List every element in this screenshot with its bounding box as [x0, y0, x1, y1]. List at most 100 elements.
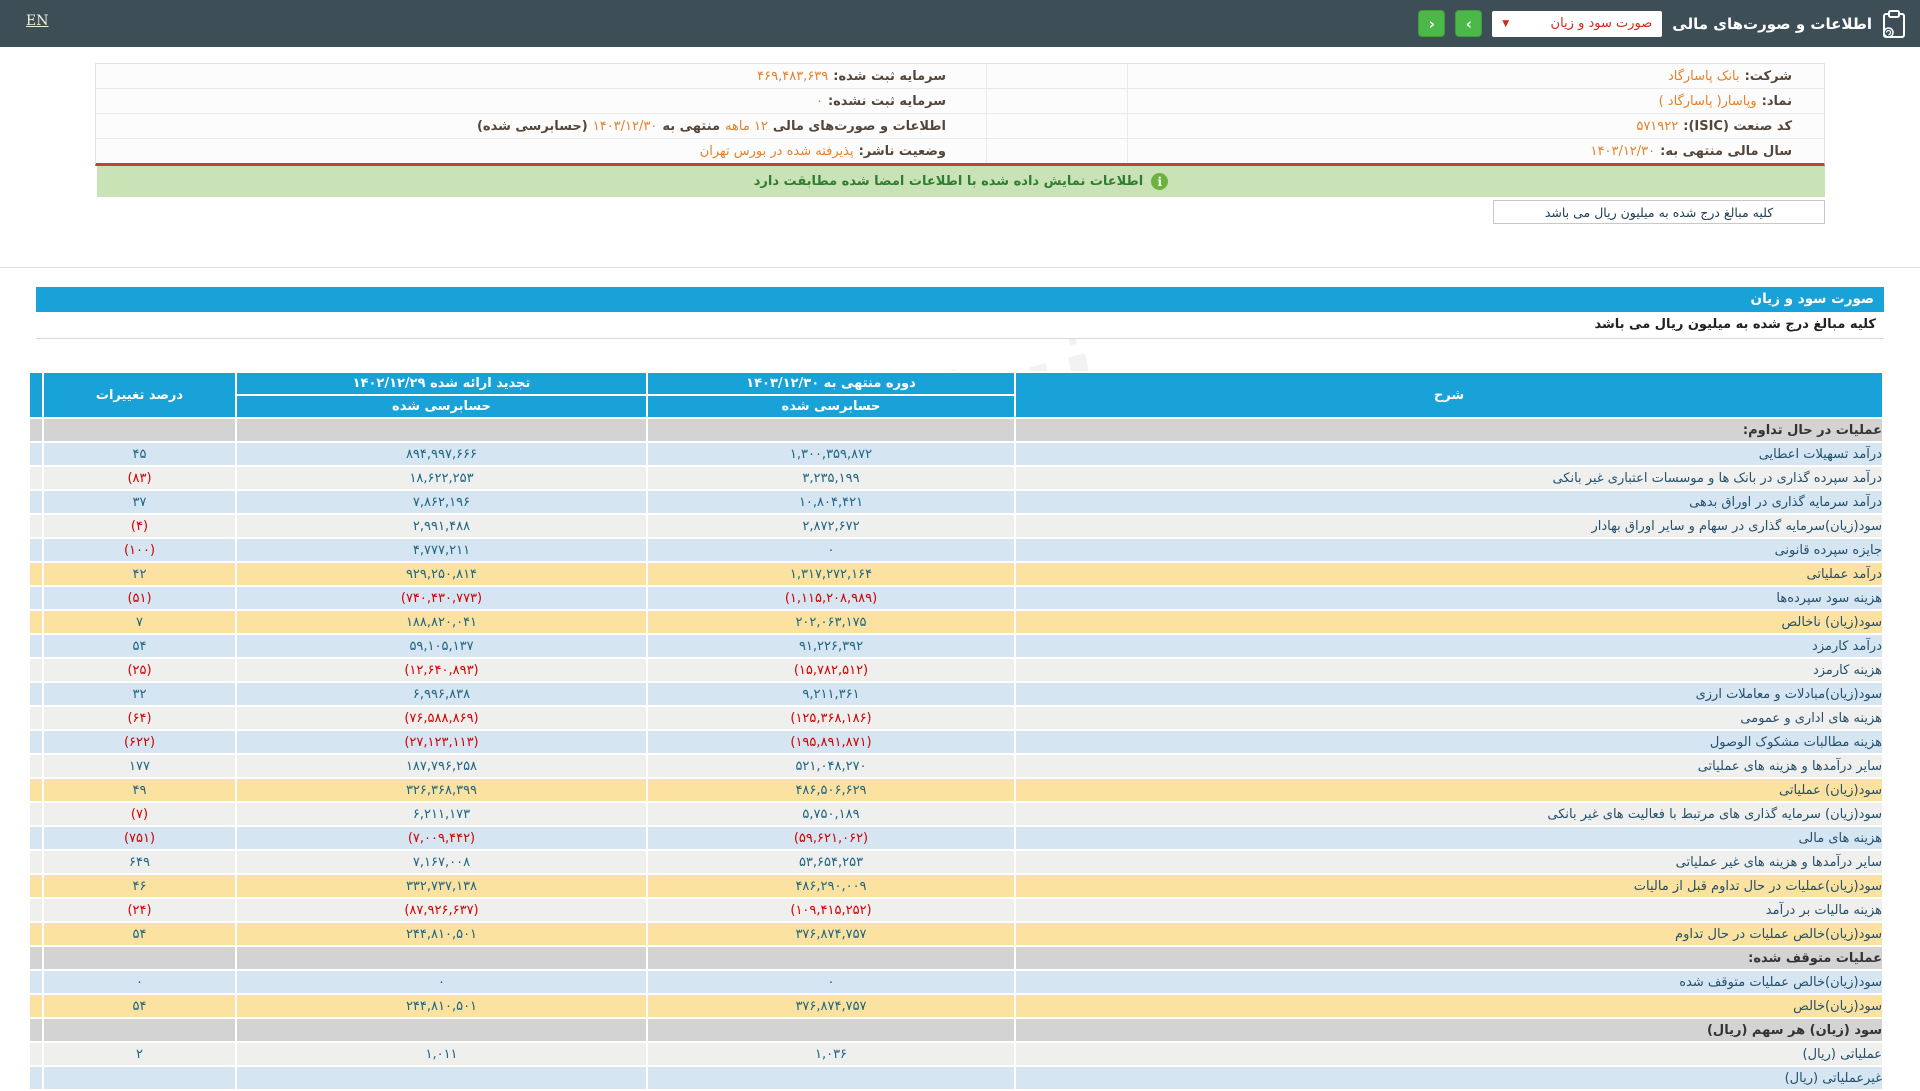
- empty-cell: [30, 443, 42, 465]
- company-info-cell-right: سال مالی منتهی به: ۱۴۰۳/۱۲/۳۰: [1127, 139, 1824, 163]
- value-percent-change: (۷۵۱): [44, 827, 235, 849]
- value-percent-change: ۶۴۹: [44, 851, 235, 873]
- statement-data-row: سایر درآمدها و هزینه های عملیاتی ۵۲۱,۰۴۸,…: [30, 755, 1882, 777]
- statement-data-row: درآمد تسهیلات اعطایی ۱,۳۰۰,۳۵۹,۸۷۲ ۸۹۴,۹۹۷…: [30, 443, 1882, 465]
- value-current-period: ۲۰۲,۰۶۳,۱۷۵: [648, 611, 1014, 633]
- statement-table-body: عملیات در حال تداوم: درآمد تسهیلات اعطایی…: [30, 419, 1882, 1089]
- value-current-period: (۵۹,۶۲۱,۰۶۲): [648, 827, 1014, 849]
- statement-section-row: عملیات در حال تداوم:: [30, 419, 1882, 441]
- info-label: سرمایه ثبت شده:: [833, 68, 946, 84]
- value-current-period: ۹,۲۱۱,۳۶۱: [648, 683, 1014, 705]
- empty-cell: [30, 899, 42, 921]
- page-title: اطلاعات و صورت‌های مالی: [1672, 14, 1872, 33]
- value-percent-change: (۶۴): [44, 707, 235, 729]
- value-percent-change: (۴): [44, 515, 235, 537]
- row-label: سود (زیان) هر سهم (ریال): [1016, 1019, 1882, 1041]
- value-previous-period: ۲۴۴,۸۱۰,۵۰۱: [237, 923, 646, 945]
- clipboard-refresh-icon: [1883, 9, 1905, 38]
- value-current-period: ۵,۷۵۰,۱۸۹: [648, 803, 1014, 825]
- value-previous-period: ۳۳۲,۷۳۷,۱۳۸: [237, 875, 646, 897]
- info-label: کد صنعت (ISIC):: [1683, 118, 1792, 134]
- company-info-cell-right: نماد: وپاسار( پاسارگاد ): [1127, 89, 1824, 113]
- value-current-period: ۰: [648, 539, 1014, 561]
- income-statement-section: صورت سود و زیان کلیه مبالغ درج شده به می…: [28, 287, 1884, 1091]
- value-previous-period: ۱۸,۶۲۲,۲۵۳: [237, 467, 646, 489]
- value-percent-change: ۷: [44, 611, 235, 633]
- row-label: درآمد عملیاتی: [1016, 563, 1882, 585]
- value-previous-period: (۷۴۰,۴۳۰,۷۷۳): [237, 587, 646, 609]
- statement-data-row: سود(زیان)مبادلات و معاملات ارزی ۹,۲۱۱,۳۶۱…: [30, 683, 1882, 705]
- statement-type-dropdown[interactable]: صورت سود و زیان ▼: [1492, 10, 1663, 37]
- header-audited-current: حسابرسی شده: [648, 396, 1014, 417]
- value-current-period: ۵۲۱,۰۴۸,۲۷۰: [648, 755, 1014, 777]
- statement-data-row: سود(زیان)خالص عملیات در حال تداوم ۳۷۶,۸۷۴…: [30, 923, 1882, 945]
- info-value: ۱۴۰۳/۱۲/۳۰: [1590, 143, 1656, 159]
- info-value: ۰: [815, 93, 823, 109]
- row-label: جایزه سپرده قانونی: [1016, 539, 1882, 561]
- statement-type-value: صورت سود و زیان: [1550, 16, 1653, 31]
- row-label: سود(زیان)خالص: [1016, 995, 1882, 1017]
- value-percent-change: [44, 1019, 235, 1041]
- statement-data-row: سود(زیان) عملیاتی ۴۸۶,۵۰۶,۶۲۹ ۳۲۶,۳۶۸,۳۹۹ ۴…: [30, 779, 1882, 801]
- value-previous-period: ۶,۲۱۱,۱۷۳: [237, 803, 646, 825]
- empty-cell: [30, 563, 42, 585]
- statement-data-row: هزینه کارمزد (۱۵,۷۸۲,۵۱۲) (۱۲,۶۴۰,۸۹۳) (۲۵): [30, 659, 1882, 681]
- english-language-link[interactable]: EN: [26, 13, 49, 29]
- info-label: اطلاعات و صورت‌های مالی: [772, 118, 946, 134]
- empty-cell: [30, 491, 42, 513]
- empty-cell: [30, 635, 42, 657]
- value-current-period: ۲,۸۷۲,۶۷۲: [648, 515, 1014, 537]
- forward-statement-button[interactable]: ›: [1455, 10, 1483, 37]
- company-info-table: شرکت: بانک پاسارگاد سرمایه ثبت شده: ۴۶۹,۴۸۳…: [95, 63, 1825, 166]
- value-percent-change: ۳۷: [44, 491, 235, 513]
- empty-cell: [30, 971, 42, 993]
- value-current-period: ۹۱,۲۲۶,۳۹۲: [648, 635, 1014, 657]
- info-label: وضعیت ناشر:: [858, 143, 946, 159]
- value-previous-period: (۱۲,۶۴۰,۸۹۳): [237, 659, 646, 681]
- empty-cell: [30, 731, 42, 753]
- header-previous-period: تجدید ارائه شده ۱۴۰۲/۱۲/۲۹: [237, 373, 646, 394]
- header-description: شرح: [1016, 373, 1882, 417]
- value-previous-period: ۶,۹۹۶,۸۳۸: [237, 683, 646, 705]
- empty-cell: [30, 851, 42, 873]
- empty-cell: [30, 947, 42, 969]
- signature-match-text: اطلاعات نمایش داده شده با اطلاعات امضا ش…: [753, 174, 1144, 189]
- value-percent-change: ۵۴: [44, 923, 235, 945]
- statement-data-row: عملیاتی (ریال) ۱,۰۳۶ ۱,۰۱۱ ۲: [30, 1043, 1882, 1065]
- row-label: سود(زیان)سرمایه گذاری در سهام و سایر اور…: [1016, 515, 1882, 537]
- value-current-period: ۱,۳۰۰,۳۵۹,۸۷۲: [648, 443, 1014, 465]
- row-label: هزینه مالیات بر درآمد: [1016, 899, 1882, 921]
- value-percent-change: ۲: [44, 1043, 235, 1065]
- row-label: عملیاتی (ریال): [1016, 1043, 1882, 1065]
- row-label: سود(زیان)مبادلات و معاملات ارزی: [1016, 683, 1882, 705]
- value-previous-period: ۹۲۹,۲۵۰,۸۱۴: [237, 563, 646, 585]
- value-percent-change: ۴۲: [44, 563, 235, 585]
- statement-data-row: سود(زیان)عملیات در حال تداوم قبل از مالی…: [30, 875, 1882, 897]
- company-info-cell-left: اطلاعات و صورت‌های مالی ۱۲ ماهه منتهی به ۱۴…: [96, 114, 986, 138]
- value-previous-period: ۴,۷۷۷,۲۱۱: [237, 539, 646, 561]
- value-percent-change: (۸۳): [44, 467, 235, 489]
- value-current-period: (۱۰۹,۴۱۵,۲۵۲): [648, 899, 1014, 921]
- value-current-period: [648, 419, 1014, 441]
- value-current-period: ۰: [648, 971, 1014, 993]
- empty-cell: [30, 875, 42, 897]
- value-current-period: ۴۸۶,۲۹۰,۰۰۹: [648, 875, 1014, 897]
- empty-cell: [30, 683, 42, 705]
- value-current-period: ۴۸۶,۵۰۶,۶۲۹: [648, 779, 1014, 801]
- value-current-period: ۱۰,۸۰۴,۴۲۱: [648, 491, 1014, 513]
- header-current-period: دوره منتهی به ۱۴۰۳/۱۲/۳۰: [648, 373, 1014, 394]
- value-percent-change: [44, 947, 235, 969]
- value-percent-change: [44, 1067, 235, 1089]
- empty-cell: [30, 1043, 42, 1065]
- company-info-cell-left: سرمایه ثبت نشده: ۰: [96, 89, 986, 113]
- statement-data-row: سود(زیان)سرمایه گذاری در سهام و سایر اور…: [30, 515, 1882, 537]
- row-label: سود(زیان)عملیات در حال تداوم قبل از مالی…: [1016, 875, 1882, 897]
- back-statement-button[interactable]: ‹: [1418, 10, 1446, 37]
- empty-cell: [30, 923, 42, 945]
- statement-data-row: هزینه های مالی (۵۹,۶۲۱,۰۶۲) (۷,۰۰۹,۴۴۲) (۷۵…: [30, 827, 1882, 849]
- value-percent-change: (۱۰۰): [44, 539, 235, 561]
- info-icon: i: [1151, 173, 1169, 190]
- value-previous-period: [237, 1067, 646, 1089]
- value-current-period: (۱۹۵,۸۹۱,۸۷۱): [648, 731, 1014, 753]
